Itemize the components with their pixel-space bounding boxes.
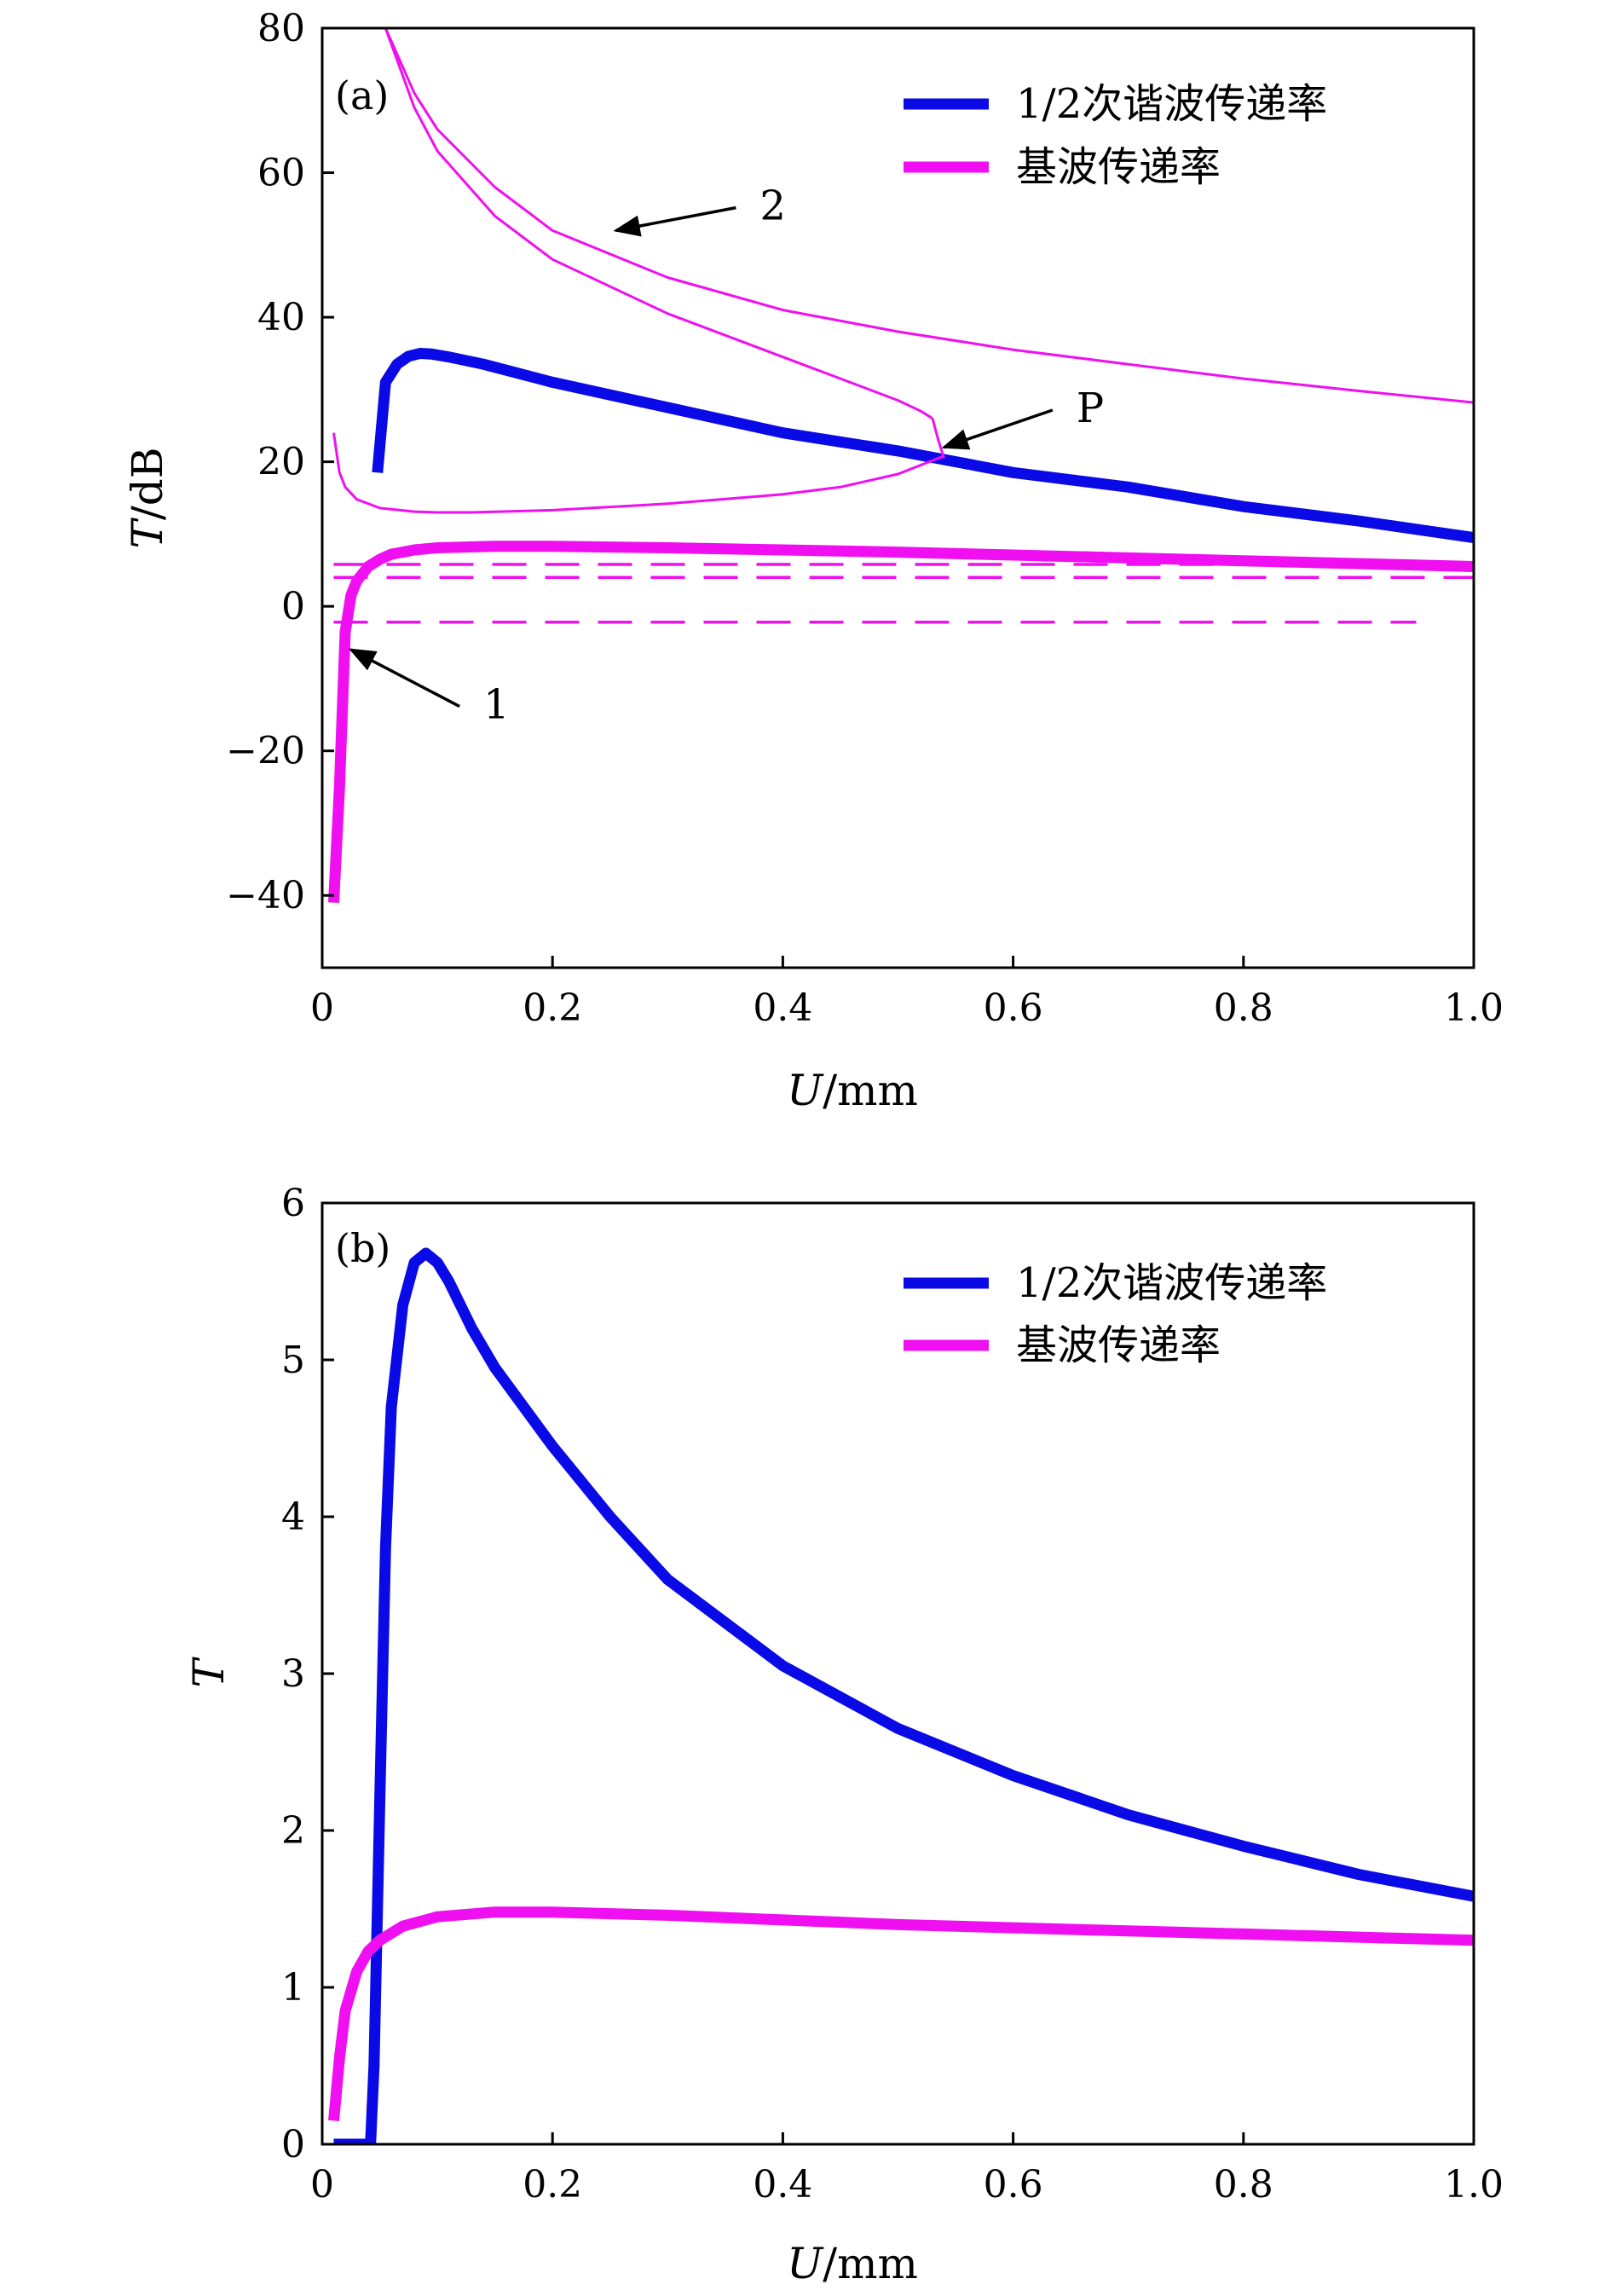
- x-tick-label: 0: [310, 2163, 334, 2206]
- x-tick-label: 0.6: [984, 2163, 1043, 2206]
- x-tick-label: 0: [310, 986, 334, 1030]
- series-line-3: [384, 28, 933, 420]
- legend-label-harmonic: 1/2次谐波传递率: [1016, 1259, 1327, 1307]
- y-tick-label: 1: [281, 1966, 305, 2010]
- y-tick-label: 20: [257, 441, 305, 484]
- x-tick-label: 0.4: [753, 2163, 812, 2206]
- chart-panel-b: 0 0.2 0.4 0.6 0.8 1.0 0 1 2 3 4 5 6 (b) 1/2次谐波传递率 基…: [184, 1182, 1504, 2288]
- legend-label-fundamental: 基波传递率: [1016, 143, 1221, 191]
- y-tick-label: 80: [257, 7, 305, 50]
- legend-label-fundamental: 基波传递率: [1016, 1322, 1221, 1369]
- legend: 1/2次谐波传递率 基波传递率: [904, 1259, 1327, 1369]
- x-ticks: 0 0.2 0.4 0.6 0.8 1.0: [310, 956, 1504, 1030]
- series-line-2: [384, 28, 1474, 404]
- annotation-layer: 2 P 1: [348, 182, 1104, 729]
- y-tick-label: 60: [257, 152, 305, 195]
- y-tick-label: 0: [281, 2123, 305, 2166]
- x-tick-label: 1.0: [1444, 986, 1504, 1030]
- y-tick-label: 6: [281, 1182, 305, 1225]
- y-tick-label: 40: [257, 296, 305, 339]
- y-tick-label: 2: [281, 1809, 305, 1853]
- series-group: [328, 1247, 1474, 2144]
- y-tick-label: 0: [281, 585, 305, 628]
- series-line-1: [328, 541, 1474, 904]
- series-line-0: [372, 348, 1474, 544]
- y-tick-label: −40: [226, 874, 305, 917]
- annotation-arrow: [941, 408, 1054, 450]
- legend: 1/2次谐波传递率 基波传递率: [904, 80, 1327, 191]
- x-axis-label: U/mm: [787, 1066, 918, 1115]
- y-tick-label: 5: [281, 1339, 305, 1382]
- x-tick-label: 0.2: [523, 2163, 582, 2206]
- y-tick-label: 3: [281, 1652, 305, 1696]
- legend-label-harmonic: 1/2次谐波传递率: [1016, 80, 1327, 128]
- annotation-arrow: [613, 205, 736, 237]
- y-tick-label: −20: [226, 730, 305, 773]
- x-tick-label: 0.4: [753, 986, 812, 1030]
- series-group: [328, 28, 1474, 904]
- x-tick-label: 0.2: [523, 986, 582, 1030]
- series-line-0: [333, 1247, 1474, 2144]
- series-line-5: [332, 432, 945, 514]
- y-axis-label: T/dB: [123, 448, 172, 549]
- plot-frame: [320, 26, 1475, 969]
- annotation-label: P: [1077, 385, 1104, 432]
- y-tick-label: 4: [281, 1495, 305, 1539]
- annotation-label: 1: [483, 681, 510, 729]
- chart-panel-a: 0 0.2 0.4 0.6 0.8 1.0 −40 −20 0 20 40 60 80 2 P 1 (a)…: [123, 7, 1504, 1115]
- panel-label: (a): [335, 72, 389, 119]
- annotation-arrow: [348, 648, 460, 708]
- annotation-label: 2: [759, 182, 786, 230]
- plot-frame: [320, 1201, 1475, 2146]
- series-line-1: [328, 1906, 1474, 2121]
- y-ticks: 0 1 2 3 4 5 6: [281, 1182, 334, 2166]
- x-ticks: 0 0.2 0.4 0.6 0.8 1.0: [310, 2132, 1504, 2206]
- series-line-4: [931, 418, 945, 459]
- x-axis-label: U/mm: [787, 2239, 918, 2288]
- y-axis-label: T: [184, 1657, 234, 1688]
- x-tick-label: 0.6: [984, 986, 1043, 1030]
- y-ticks: −40 −20 0 20 40 60 80: [226, 7, 334, 917]
- x-tick-label: 0.8: [1214, 986, 1273, 1030]
- x-tick-label: 1.0: [1444, 2163, 1504, 2206]
- x-tick-label: 0.8: [1214, 2163, 1273, 2206]
- panel-label: (b): [335, 1225, 390, 1271]
